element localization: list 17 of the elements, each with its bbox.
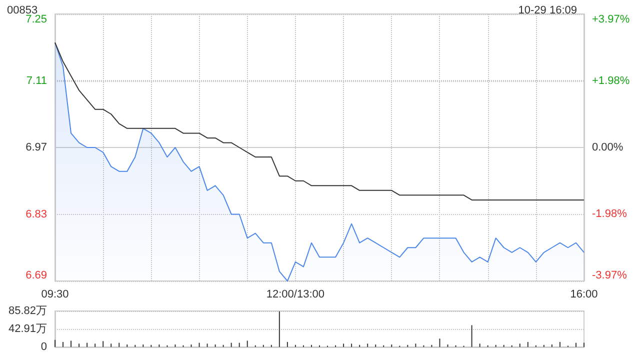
y2-tick-label: +1.98% <box>592 74 630 87</box>
y2-tick-label: -3.97% <box>592 270 628 282</box>
y-tick-label: 6.97 <box>26 142 47 154</box>
y-tick-label: 7.11 <box>26 74 47 87</box>
x-tick-label: 16:00 <box>570 288 598 300</box>
y-tick-label: 0 <box>40 341 47 353</box>
y2-tick-label: -1.98% <box>592 208 628 220</box>
y-tick-label: 6.69 <box>26 270 47 282</box>
y-tick-label: 85.82万 <box>8 305 47 317</box>
y-tick-label: 6.83 <box>26 208 47 220</box>
annotation: 10-29 16:09 <box>518 4 577 16</box>
x-tick-label: 12:00/13:00 <box>266 288 325 300</box>
x-tick-label: 09:30 <box>41 288 69 300</box>
y-tick-label: 42.91万 <box>8 323 47 335</box>
y2-tick-label: +3.97% <box>592 14 630 26</box>
y2-tick-label: 0.00% <box>592 142 624 154</box>
y-tick-label: 7.25 <box>26 14 47 26</box>
